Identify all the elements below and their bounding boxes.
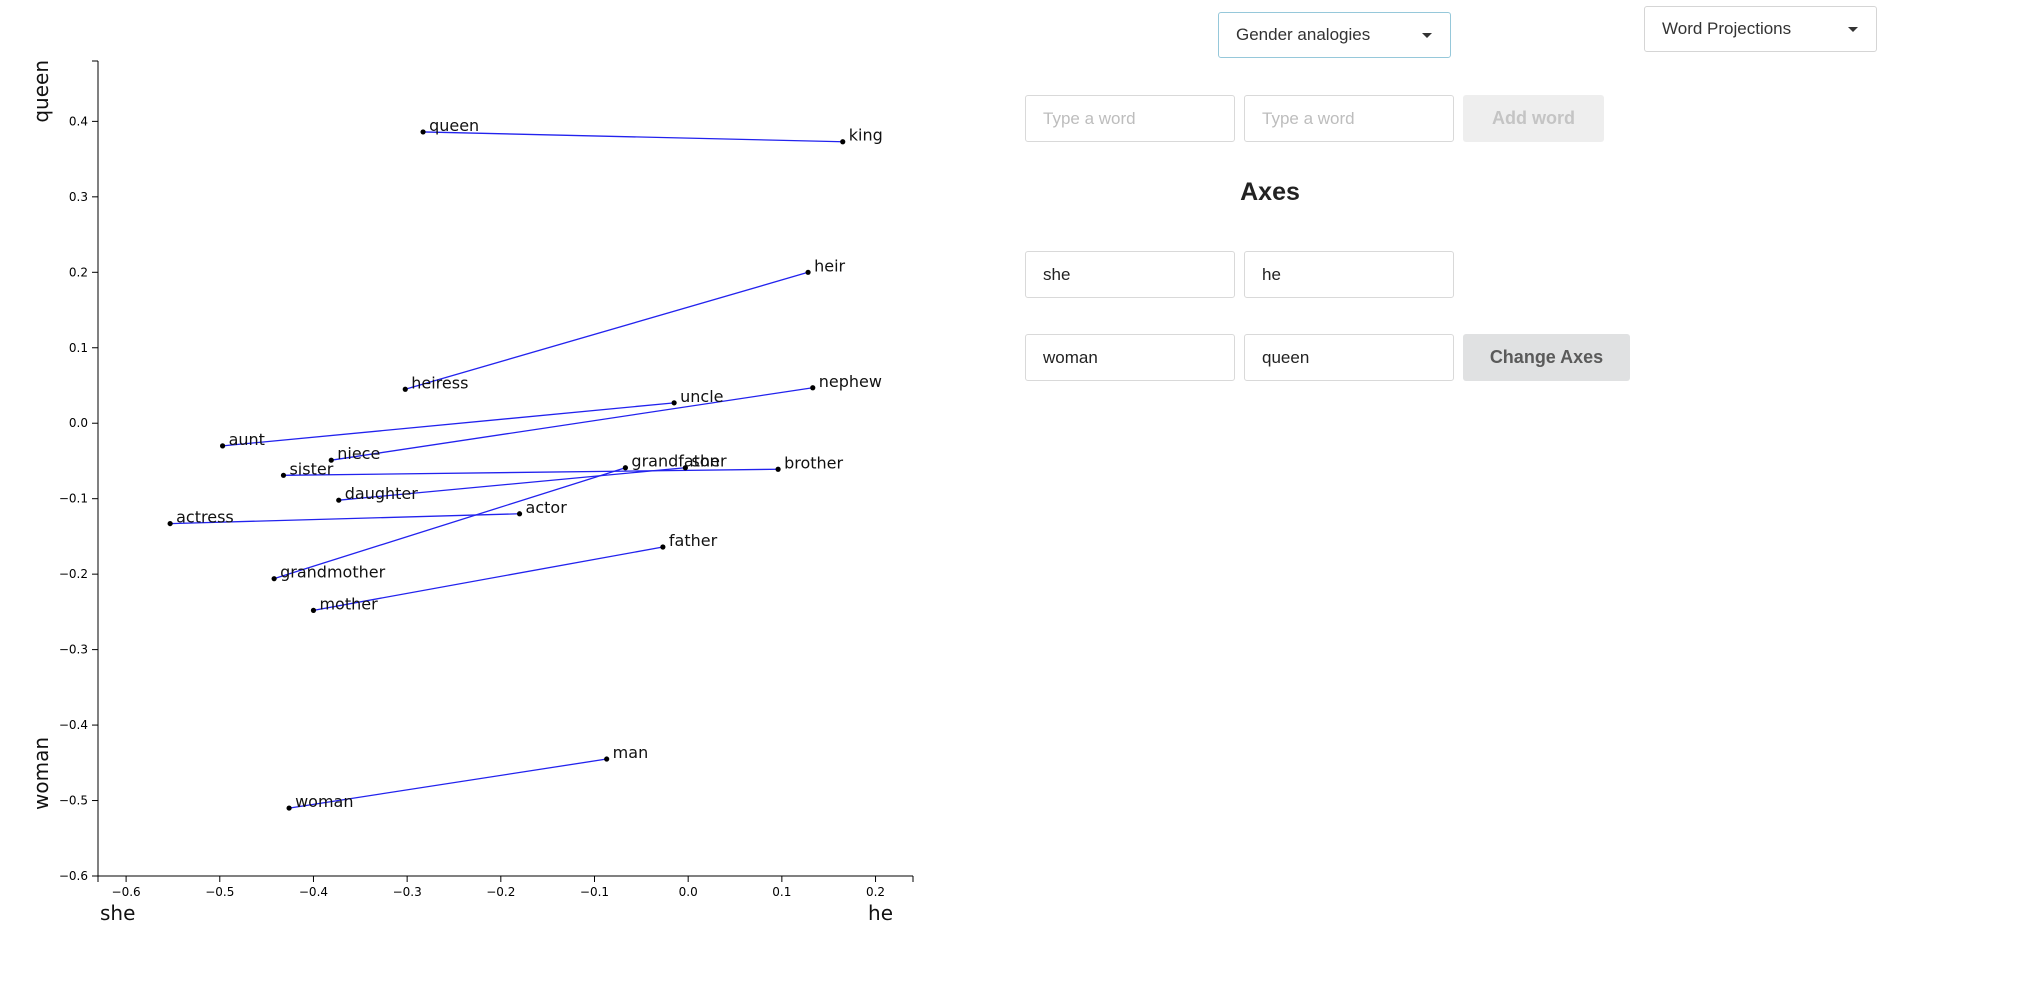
word-projection-chart: −0.6 −0.5 −0.4 −0.3 −0.2 −0.1 0.0 0.1 0.2 0.4 0.3… <box>29 60 914 925</box>
y-tick-label: −0.6 <box>59 869 88 883</box>
label-heiress: heiress <box>411 373 468 392</box>
pair-lines <box>170 131 843 809</box>
label-sister: sister <box>289 459 333 478</box>
label-aunt: aunt <box>229 430 265 449</box>
point-grandfather[interactable] <box>622 465 629 471</box>
y-axis-top-label: queen <box>29 60 53 123</box>
axes-heading: Axes <box>1240 178 1300 206</box>
view-dropdown[interactable]: Word Projections <box>1644 6 1877 52</box>
y-tick-label: 0.3 <box>69 190 88 204</box>
y-tick-label: −0.3 <box>59 643 88 657</box>
y-tick-label: 0.2 <box>69 265 88 279</box>
label-woman: woman <box>295 792 353 811</box>
y-tick-label: −0.1 <box>59 492 88 506</box>
view-dropdown-value: Word Projections <box>1662 19 1792 38</box>
axis-y-positive-input[interactable] <box>1244 334 1454 381</box>
point-uncle[interactable] <box>671 400 677 406</box>
point-actor[interactable] <box>516 511 523 517</box>
label-actress: actress <box>176 508 234 527</box>
point-king[interactable] <box>840 139 846 145</box>
x-tick-label: −0.4 <box>299 885 328 899</box>
y-tick-label: −0.4 <box>59 718 88 732</box>
word-input-first[interactable] <box>1025 95 1235 142</box>
analogy-dropdown[interactable]: Gender analogies <box>1218 12 1451 58</box>
pair-line-aunt-uncle <box>222 402 675 447</box>
point-heiress[interactable] <box>402 386 408 392</box>
x-axis-left-label: she <box>100 901 135 925</box>
pair-line-woman-man <box>289 758 607 809</box>
pair-line-grandmother-grandfather <box>273 467 626 580</box>
label-king: king <box>849 126 883 145</box>
y-tick-label: −0.2 <box>59 567 88 581</box>
point-daughter[interactable] <box>336 497 342 503</box>
label-queen: queen <box>429 116 479 135</box>
pair-line-daughter-son <box>338 467 686 501</box>
y-tick-label: −0.5 <box>59 794 88 808</box>
word-labels: queen king heir heiress uncle nephew aunt niece… <box>176 116 883 811</box>
x-tick-label: −0.5 <box>205 885 234 899</box>
label-uncle: uncle <box>680 387 723 406</box>
point-nephew[interactable] <box>810 385 816 391</box>
point-father[interactable] <box>660 544 666 550</box>
label-actor: actor <box>526 498 568 517</box>
caret-down-icon <box>1848 27 1858 32</box>
point-actress[interactable] <box>167 520 173 527</box>
label-heir: heir <box>814 256 845 275</box>
y-tick-label: 0.0 <box>69 416 88 430</box>
x-tick-label: −0.3 <box>393 885 422 899</box>
label-grandfather: grandfather <box>631 452 727 471</box>
label-brother: brother <box>784 453 843 472</box>
label-man: man <box>613 743 649 762</box>
label-son: son <box>691 452 719 471</box>
point-heir[interactable] <box>805 269 811 275</box>
axis-x-negative-input[interactable] <box>1025 251 1235 298</box>
pair-line-actress-actor <box>170 513 520 525</box>
label-niece: niece <box>337 444 380 463</box>
point-mother[interactable] <box>310 607 317 613</box>
label-nephew: nephew <box>819 372 882 391</box>
point-niece[interactable] <box>328 457 334 463</box>
point-son[interactable] <box>682 465 688 471</box>
label-daughter: daughter <box>345 484 419 503</box>
point-aunt[interactable] <box>219 443 226 449</box>
word-points <box>167 129 846 811</box>
x-axis: −0.6 −0.5 −0.4 −0.3 −0.2 −0.1 0.0 0.1 0.2 <box>97 875 914 899</box>
label-father: father <box>669 531 718 550</box>
y-tick-label: 0.1 <box>69 341 88 355</box>
point-woman[interactable] <box>286 805 292 811</box>
pair-line-niece-nephew <box>331 387 813 461</box>
word-input-second[interactable] <box>1244 95 1454 142</box>
x-axis-right-label: he <box>868 901 893 925</box>
axis-y-negative-input[interactable] <box>1025 334 1235 381</box>
caret-down-icon <box>1422 33 1432 38</box>
y-axis: 0.4 0.3 0.2 0.1 0.0 −0.1 −0.2 −0.3 −0.4 −0.5 −0.6 <box>59 60 99 883</box>
y-tick-label: 0.4 <box>69 114 88 128</box>
x-tick-label: −0.2 <box>486 885 515 899</box>
x-tick-label: 0.2 <box>866 885 885 899</box>
x-tick-label: 0.1 <box>772 885 791 899</box>
pair-line-mother-father <box>313 546 663 612</box>
point-grandmother[interactable] <box>271 576 277 582</box>
add-word-button[interactable]: Add word <box>1463 95 1604 142</box>
point-sister[interactable] <box>280 472 287 478</box>
label-grandmother: grandmother <box>280 563 385 582</box>
pair-line-sister-brother <box>283 468 779 476</box>
point-brother[interactable] <box>775 466 781 472</box>
label-mother: mother <box>319 594 378 613</box>
pair-line-heiress-heir <box>405 271 809 390</box>
change-axes-button[interactable]: Change Axes <box>1463 334 1630 381</box>
x-tick-label: −0.1 <box>580 885 609 899</box>
x-tick-label: −0.6 <box>112 885 141 899</box>
point-man[interactable] <box>604 756 610 762</box>
y-axis-bottom-label: woman <box>29 737 53 810</box>
x-tick-label: 0.0 <box>679 885 698 899</box>
axis-x-positive-input[interactable] <box>1244 251 1454 298</box>
point-queen[interactable] <box>420 129 426 135</box>
pair-line-queen-king <box>423 131 843 143</box>
analogy-dropdown-value: Gender analogies <box>1236 25 1371 44</box>
